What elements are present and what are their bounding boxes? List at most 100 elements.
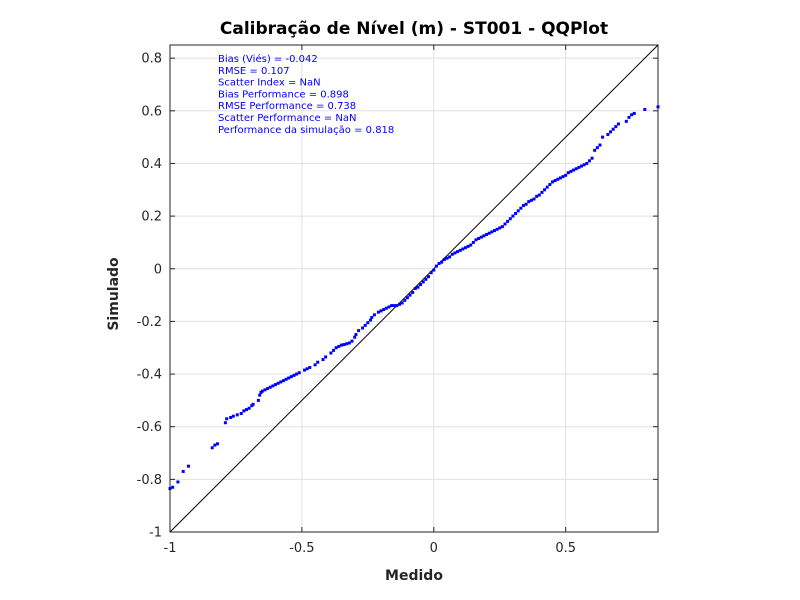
qq-point <box>376 310 380 314</box>
qq-point <box>456 250 460 254</box>
qq-point <box>370 315 374 319</box>
qq-point <box>479 235 483 239</box>
qq-point <box>500 225 504 229</box>
stat-annotation: Bias Performance = 0.898 <box>218 89 349 100</box>
qq-point <box>545 185 549 189</box>
qq-point <box>448 255 452 259</box>
qq-point <box>440 260 444 264</box>
qq-point <box>329 351 333 355</box>
qq-point <box>506 219 510 223</box>
qq-point <box>347 341 351 345</box>
qq-point <box>215 442 219 446</box>
qq-point <box>561 175 565 179</box>
qq-point <box>492 229 496 233</box>
qq-point <box>593 148 597 152</box>
qq-point <box>477 236 481 240</box>
qq-point <box>548 183 552 187</box>
qq-point <box>564 173 568 177</box>
qq-point <box>445 256 449 260</box>
qq-point <box>442 258 446 262</box>
qq-point <box>225 417 229 421</box>
qq-point <box>453 251 457 255</box>
qq-point <box>368 318 372 322</box>
qq-point <box>258 393 262 397</box>
qq-point <box>590 156 594 160</box>
qq-point <box>403 298 407 302</box>
qq-point <box>614 125 618 129</box>
qq-point <box>186 464 190 468</box>
qq-point <box>556 177 560 181</box>
qq-point <box>297 371 301 375</box>
qq-point <box>495 227 499 231</box>
stat-annotation: RMSE = 0.107 <box>218 66 290 77</box>
x-tick-label: 0 <box>430 541 438 556</box>
qq-point <box>354 333 358 337</box>
qq-point <box>469 243 473 247</box>
qq-point <box>421 280 425 284</box>
qq-point <box>572 168 576 172</box>
qq-point <box>543 188 547 192</box>
qq-point <box>514 211 518 215</box>
x-tick-label: -0.5 <box>289 541 314 556</box>
qq-point <box>345 342 349 346</box>
qq-point <box>624 119 628 123</box>
qq-point <box>516 209 520 213</box>
qq-point <box>263 388 267 392</box>
qq-point <box>332 348 336 352</box>
qq-point <box>524 202 528 206</box>
qq-point <box>260 389 264 393</box>
qq-point <box>242 409 246 413</box>
qq-point <box>482 234 486 238</box>
y-tick-label: -0.2 <box>137 315 162 330</box>
stat-annotation: RMSE Performance = 0.738 <box>218 101 356 112</box>
y-tick-label: -0.6 <box>137 420 162 435</box>
qq-point <box>434 264 438 268</box>
qq-point <box>397 302 401 306</box>
qq-point <box>171 485 175 489</box>
qq-point <box>527 200 531 204</box>
qq-point <box>321 358 325 362</box>
qq-point <box>569 169 573 173</box>
qq-point <box>339 343 343 347</box>
qq-point <box>379 309 383 313</box>
qq-point <box>361 326 365 330</box>
qq-point <box>353 335 357 339</box>
qq-point <box>271 384 275 388</box>
qq-point <box>450 252 454 256</box>
qq-point <box>324 355 328 359</box>
qq-point <box>316 360 320 364</box>
qq-point <box>337 344 341 348</box>
qq-point <box>416 285 420 289</box>
qq-point <box>350 339 354 343</box>
qq-point <box>558 176 562 180</box>
qq-point <box>390 304 394 308</box>
qq-point <box>363 323 367 327</box>
qq-point <box>587 159 591 163</box>
qq-point <box>511 214 515 218</box>
qq-point <box>372 313 376 317</box>
qq-point <box>281 379 285 383</box>
qq-point <box>437 261 441 265</box>
qq-point <box>424 277 428 281</box>
qq-point <box>535 194 539 198</box>
qq-point <box>601 135 605 139</box>
qq-point <box>251 402 255 406</box>
qq-point <box>276 381 280 385</box>
qq-point <box>419 283 423 287</box>
qq-point <box>627 115 631 119</box>
x-axis-label: Medido <box>385 568 443 584</box>
qq-point <box>239 412 243 416</box>
qq-point <box>387 305 391 309</box>
qq-point <box>223 421 227 425</box>
qq-point <box>498 226 502 230</box>
qq-point <box>284 377 288 381</box>
qq-point <box>382 308 386 312</box>
y-axis-label: Simulado <box>106 257 122 331</box>
qq-point <box>471 240 475 244</box>
y-tick-label: 0.2 <box>141 210 162 225</box>
x-tick-label: 0.5 <box>555 541 576 556</box>
qq-point <box>574 167 578 171</box>
